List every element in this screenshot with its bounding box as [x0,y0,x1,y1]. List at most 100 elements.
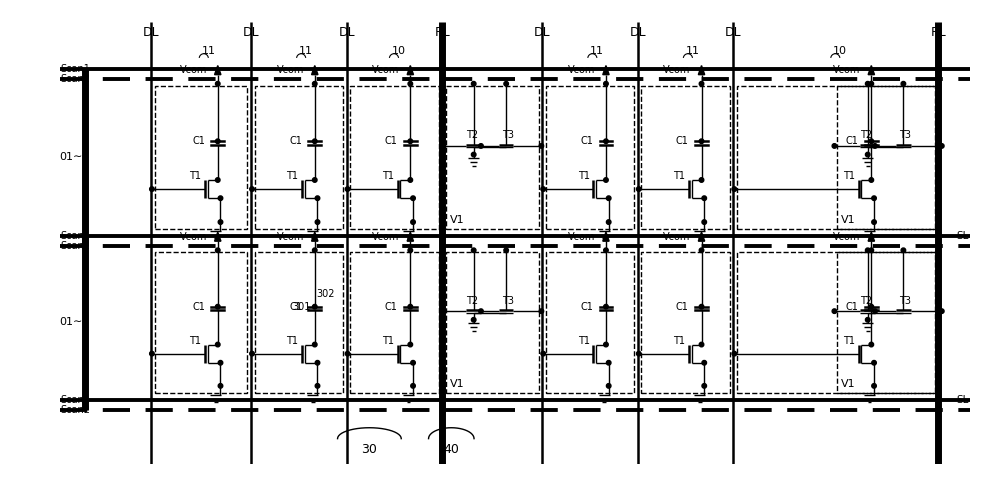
Circle shape [215,178,220,182]
Bar [546,86,634,229]
Text: SL: SL [957,231,969,241]
Text: C1: C1 [846,302,859,312]
Circle shape [699,178,704,182]
Text: T2: T2 [860,130,872,140]
Circle shape [441,144,445,148]
Text: Scan2: Scan2 [60,74,90,84]
Circle shape [215,342,220,347]
Circle shape [606,383,611,388]
Text: T1: T1 [382,336,394,346]
Circle shape [732,351,737,356]
Circle shape [901,82,906,86]
Text: Scan1: Scan1 [60,64,90,74]
Polygon shape [868,232,875,241]
Circle shape [604,178,608,182]
Text: Scan2: Scan2 [60,404,90,415]
Bar [446,86,539,229]
Text: Vcom: Vcom [372,65,399,75]
Text: T3: T3 [502,295,514,306]
Text: 301: 301 [293,302,311,312]
Circle shape [636,351,641,356]
Circle shape [699,248,704,253]
Circle shape [218,361,223,365]
Circle shape [872,196,876,200]
Circle shape [218,196,223,200]
Circle shape [702,361,707,365]
Circle shape [699,304,704,309]
Circle shape [312,304,317,309]
Circle shape [215,248,220,253]
Bar [255,252,343,393]
Circle shape [865,317,870,322]
Circle shape [604,248,608,253]
Polygon shape [698,66,705,75]
Bar [837,252,939,393]
Text: T1: T1 [382,172,394,181]
Polygon shape [215,232,221,241]
Bar [737,252,935,393]
Text: C1: C1 [192,302,205,312]
Text: C1: C1 [580,136,593,146]
Text: RL: RL [434,26,450,39]
Text: 11: 11 [299,46,313,56]
Circle shape [940,144,944,148]
Text: V1: V1 [449,215,464,225]
Polygon shape [312,232,318,241]
Text: 10: 10 [833,46,847,56]
Text: C1: C1 [289,136,302,146]
Text: V1: V1 [841,379,855,389]
Circle shape [411,383,415,388]
Circle shape [408,342,413,347]
Text: 40: 40 [443,443,459,456]
Circle shape [606,361,611,365]
Circle shape [702,220,707,225]
Circle shape [832,309,837,313]
Circle shape [315,220,320,225]
Circle shape [940,309,944,313]
Text: T1: T1 [286,336,298,346]
Circle shape [869,304,874,309]
Circle shape [869,139,874,143]
Bar [155,86,247,229]
Circle shape [471,152,476,157]
Circle shape [471,82,476,86]
Circle shape [218,220,223,225]
Text: T3: T3 [502,130,514,140]
Circle shape [312,139,317,143]
Polygon shape [407,66,413,75]
Circle shape [408,178,413,182]
Text: T1: T1 [673,336,685,346]
Text: Scan1: Scan1 [60,395,90,404]
Text: T2: T2 [466,295,478,306]
Bar [641,86,730,229]
Bar [641,252,730,393]
Circle shape [869,248,874,253]
Text: 01∼: 01∼ [59,153,83,162]
Circle shape [479,309,483,313]
Text: Vcom: Vcom [372,232,399,242]
Polygon shape [215,66,221,75]
Circle shape [702,196,707,200]
Text: T1: T1 [578,172,590,181]
Circle shape [604,342,608,347]
Text: Vcom: Vcom [179,65,207,75]
Text: C1: C1 [385,136,398,146]
Text: 01∼: 01∼ [59,317,83,327]
Circle shape [901,248,906,253]
Text: T1: T1 [189,172,201,181]
Bar [255,86,343,229]
Circle shape [869,342,874,347]
Circle shape [408,304,413,309]
Circle shape [411,361,415,365]
Text: 11: 11 [685,46,699,56]
Bar [446,252,539,393]
Circle shape [408,139,413,143]
Bar [350,86,439,229]
Text: T3: T3 [899,295,911,306]
Text: V1: V1 [449,379,464,389]
Text: T1: T1 [286,172,298,181]
Text: DL: DL [338,26,355,39]
Text: 11: 11 [201,46,215,56]
Circle shape [865,82,870,86]
Text: T2: T2 [466,130,478,140]
